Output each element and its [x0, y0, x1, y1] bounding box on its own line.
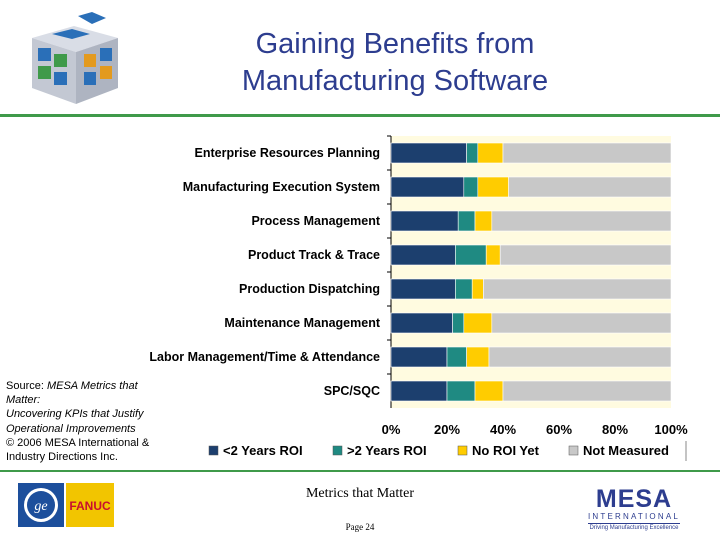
legend-swatch — [332, 445, 343, 456]
fanuc-text: FANUC — [69, 499, 111, 513]
mesa-logo-main: MESA — [595, 485, 673, 513]
bar-segment — [390, 210, 459, 232]
source-copyright: © 2006 MESA International & Industry Dir… — [6, 436, 150, 464]
bar-segment — [474, 380, 504, 402]
bar-segment — [488, 346, 672, 368]
category-label: Production Dispatching — [239, 282, 380, 296]
legend-label: No ROI Yet — [472, 443, 540, 458]
bar-segment — [390, 278, 456, 300]
bar-segment — [491, 312, 672, 334]
category-label: Labor Management/Time & Attendance — [149, 350, 380, 364]
bar-segment — [455, 278, 473, 300]
bar-segment — [457, 210, 476, 232]
mesa-logo-sub: INTERNATIONAL — [588, 512, 681, 521]
x-tick-label: 100% — [654, 422, 688, 437]
legend-label: Not Measured — [583, 443, 669, 458]
roi-stacked-bar-chart: Enterprise Resources Planning Manufacturi… — [149, 135, 688, 461]
bar-segment — [502, 142, 672, 164]
x-tick-label: 20% — [434, 422, 460, 437]
x-tick-label: 0% — [382, 422, 401, 437]
bar-segment — [446, 380, 476, 402]
category-label: Manufacturing Execution System — [183, 180, 380, 194]
bar-segment — [390, 312, 453, 334]
mesa-logo: MESA INTERNATIONAL Driving Manufacturing… — [588, 486, 680, 533]
category-label: Product Track & Trace — [248, 248, 380, 262]
category-label: Maintenance Management — [224, 316, 380, 330]
bar-segment — [474, 210, 493, 232]
bar-segment — [390, 176, 465, 198]
footer-divider — [0, 470, 720, 472]
bar-segment — [455, 244, 487, 266]
page-title: Gaining Benefits from Manufacturing Soft… — [200, 26, 590, 100]
bar-segment — [471, 278, 484, 300]
bar-segment — [390, 142, 467, 164]
bar-segment — [499, 244, 672, 266]
bar-segment — [502, 380, 672, 402]
source-title: MESA Metrics that Matter: — [6, 380, 138, 407]
bar-segment — [452, 312, 465, 334]
legend-swatch — [208, 445, 219, 456]
x-tick-label: 40% — [490, 422, 516, 437]
mesa-logo-tagline: Driving Manufacturing Excellence — [588, 523, 680, 531]
category-label: SPC/SQC — [324, 384, 380, 398]
bar-segment — [466, 142, 479, 164]
bar-segment — [390, 380, 448, 402]
bar-segment — [477, 142, 504, 164]
title-line-2: Manufacturing Software — [241, 65, 549, 97]
cube-logo-icon — [22, 8, 140, 106]
bar-segment — [477, 176, 509, 198]
bar-segment — [390, 244, 456, 266]
page-number: Page 24 — [345, 522, 375, 532]
bar-segment — [508, 176, 672, 198]
bar-segment — [463, 312, 493, 334]
legend-label: <2 Years ROI — [223, 443, 303, 458]
bar-segment — [491, 210, 672, 232]
category-label: Process Management — [251, 214, 380, 228]
bar-segment — [446, 346, 467, 368]
source-note: Source: MESA Metrics that Matter: Uncove… — [6, 379, 171, 464]
legend-label: >2 Years ROI — [347, 443, 427, 458]
x-tick-label: 80% — [602, 422, 628, 437]
bar-segment — [485, 244, 501, 266]
bar-segment — [466, 346, 490, 368]
x-tick-label: 60% — [546, 422, 572, 437]
source-subtitle: Uncovering KPIs that Justify Operational… — [6, 408, 144, 435]
bar-segment — [483, 278, 672, 300]
source-prefix: Source: — [6, 380, 47, 392]
category-label: Enterprise Resources Planning — [195, 146, 380, 160]
bar-segment — [390, 346, 448, 368]
legend-swatch — [568, 445, 579, 456]
title-line-1: Gaining Benefits from — [255, 28, 535, 60]
ge-fanuc-logo: FANUC ge — [14, 479, 116, 531]
footer-caption: Metrics that Matter — [305, 486, 415, 501]
bar-segment — [463, 176, 479, 198]
ge-monogram-icon: ge — [34, 499, 47, 514]
legend-swatch — [457, 445, 468, 456]
header-divider — [0, 114, 720, 117]
